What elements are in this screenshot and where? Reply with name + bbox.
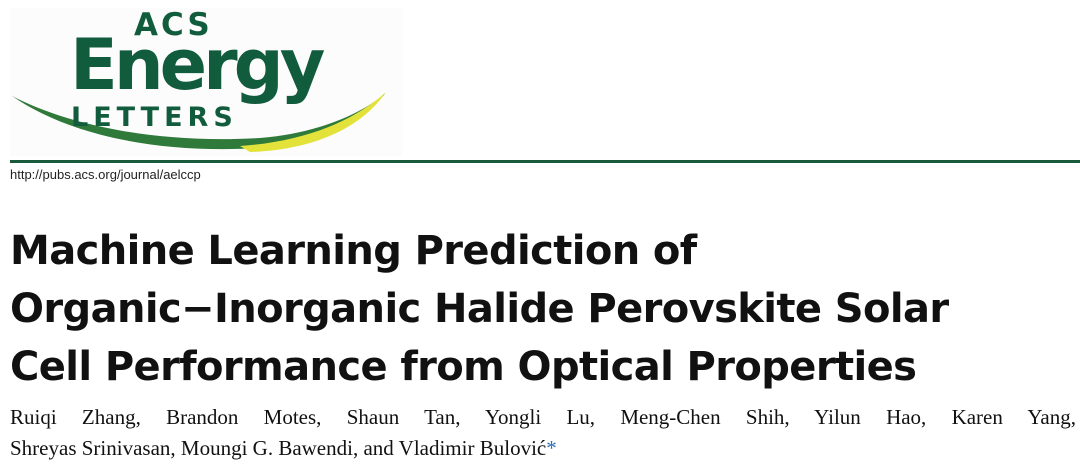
logo-acs-text: ACS: [134, 7, 213, 43]
title-line: Organic−Inorganic Halide Perovskite Sola…: [10, 286, 949, 332]
author-line-text: Shreyas Srinivasan, Moungi G. Bawendi, a…: [10, 436, 547, 460]
journal-url-link[interactable]: http://pubs.acs.org/journal/aelccp: [10, 167, 201, 182]
corresponding-author-mark[interactable]: *: [546, 436, 557, 460]
journal-logo: ACS Energy LETTERS: [10, 8, 402, 156]
logo-energy-text: Energy: [70, 24, 325, 106]
article-title: Machine Learning Prediction of Organic−I…: [10, 222, 1078, 396]
logo-swoosh-graphic: [12, 92, 386, 152]
author-line: Shreyas Srinivasan, Moungi G. Bawendi, a…: [10, 433, 1076, 464]
title-line: Cell Performance from Optical Properties: [10, 344, 917, 390]
header-rule: [10, 160, 1080, 163]
title-line: Machine Learning Prediction of: [10, 228, 697, 274]
author-line: Ruiqi Zhang, Brandon Motes, Shaun Tan, Y…: [10, 405, 1076, 429]
author-list: Ruiqi Zhang, Brandon Motes, Shaun Tan, Y…: [10, 402, 1076, 464]
logo-letters-text: LETTERS: [71, 102, 238, 133]
